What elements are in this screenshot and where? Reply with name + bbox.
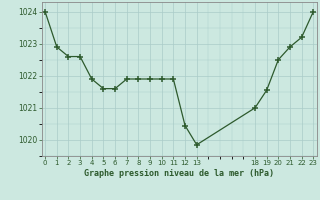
- X-axis label: Graphe pression niveau de la mer (hPa): Graphe pression niveau de la mer (hPa): [84, 169, 274, 178]
